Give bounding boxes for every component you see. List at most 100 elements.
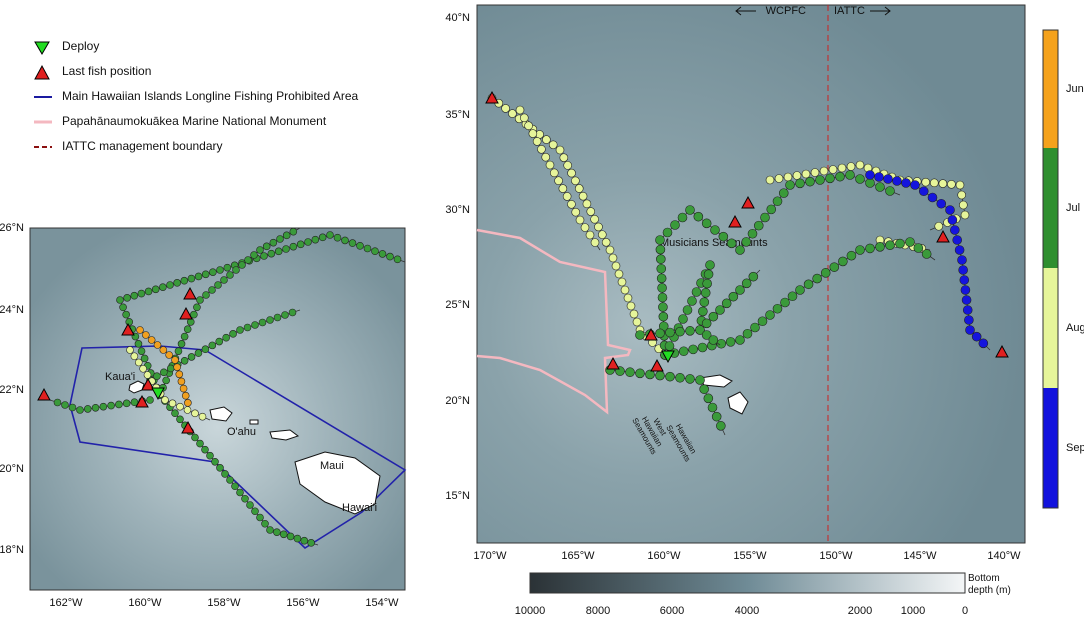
track-point	[107, 401, 115, 410]
track-point	[187, 274, 196, 283]
track-point	[288, 308, 297, 317]
track-point	[742, 328, 753, 339]
track-point	[741, 278, 752, 289]
track-point	[766, 204, 777, 215]
track-point	[159, 346, 168, 354]
track-point	[601, 238, 611, 247]
track-point	[608, 253, 618, 263]
track-point	[757, 316, 768, 327]
track-point	[201, 270, 210, 279]
track-point	[774, 174, 784, 183]
track-point	[567, 168, 576, 178]
track-point	[91, 403, 100, 412]
track-point	[635, 368, 645, 379]
track-point	[68, 403, 77, 412]
month-swatch	[1043, 268, 1058, 388]
track-point	[927, 192, 938, 203]
y-tick-label: 25°N	[445, 299, 470, 311]
track-point	[655, 244, 666, 255]
place-label: O'ahu	[227, 426, 256, 438]
x-tick-label: 156°W	[286, 597, 320, 609]
track-point	[819, 166, 829, 176]
track-point	[187, 353, 196, 361]
depth-label: 2000	[848, 605, 872, 617]
track-point	[665, 371, 675, 382]
track-point	[783, 172, 793, 182]
track-point	[656, 273, 667, 284]
legend-label: Main Hawaiian Islands Longline Fishing P…	[62, 89, 359, 103]
track-point	[590, 238, 600, 247]
track-point	[147, 336, 156, 344]
depth-label: 10000	[515, 605, 546, 617]
track-point	[194, 349, 203, 357]
track-point	[548, 140, 558, 150]
track-point	[913, 243, 924, 253]
track-point	[215, 337, 224, 346]
track-point	[166, 364, 175, 373]
x-tick-label: 150°W	[819, 550, 853, 562]
x-tick-label: 160°W	[128, 597, 162, 609]
last-position	[606, 356, 620, 370]
track-point	[656, 263, 667, 274]
track-point	[559, 153, 569, 162]
track-point	[180, 332, 189, 341]
track-point	[670, 220, 680, 230]
track-point	[201, 345, 210, 354]
track-point	[262, 242, 271, 251]
track-point	[949, 225, 960, 235]
track-point	[965, 325, 975, 335]
last-position	[181, 420, 195, 434]
track-point	[701, 330, 712, 340]
track-point	[571, 176, 580, 186]
track-point	[61, 401, 69, 409]
track-point	[130, 352, 139, 361]
track-point	[209, 268, 217, 276]
track-point	[874, 172, 884, 182]
track-point	[586, 207, 596, 216]
track-point	[657, 283, 667, 293]
track-point	[541, 152, 551, 162]
track-point	[685, 374, 695, 384]
track-point	[236, 326, 244, 334]
track-point	[735, 335, 745, 345]
track-point	[728, 291, 739, 302]
track-point	[711, 411, 722, 422]
track-point	[795, 178, 805, 189]
track-point	[289, 227, 298, 236]
depth-label: 6000	[660, 605, 684, 617]
track-point	[901, 178, 911, 188]
track-point	[702, 278, 712, 289]
track-point	[214, 281, 222, 289]
track-point	[656, 254, 666, 264]
track-point	[151, 285, 160, 294]
track-point	[515, 105, 525, 115]
track-point	[221, 470, 229, 478]
track-point	[582, 199, 592, 209]
depth-title: Bottom depth (m)	[968, 573, 1011, 596]
track-point	[708, 335, 719, 345]
track-point	[693, 211, 704, 222]
track-point	[281, 311, 289, 319]
track-point	[146, 396, 154, 404]
track-point	[256, 246, 264, 254]
track-point	[632, 317, 642, 327]
track-point	[243, 323, 252, 332]
track-point	[703, 393, 714, 404]
track-point	[726, 238, 737, 249]
track-point	[173, 363, 181, 371]
track-point	[286, 532, 295, 541]
track-point	[307, 539, 315, 547]
track-point	[282, 231, 291, 240]
track-point	[190, 310, 198, 319]
month-label: Aug	[1066, 322, 1084, 334]
track-point	[829, 262, 840, 272]
track-point	[598, 230, 607, 239]
track-point	[958, 265, 968, 275]
deploy	[661, 350, 675, 364]
track-point	[165, 351, 173, 359]
track-point	[371, 247, 379, 255]
track-point	[677, 212, 688, 223]
track-point	[685, 205, 695, 215]
track-point	[701, 318, 712, 329]
track-point	[216, 266, 224, 274]
